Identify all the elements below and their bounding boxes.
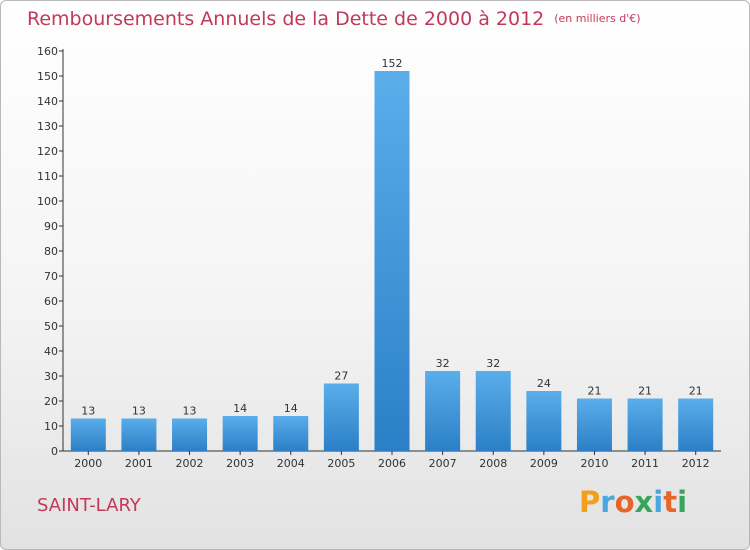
- logo-letter: P: [579, 485, 601, 519]
- chart-bars: [70, 71, 714, 451]
- x-tick-label: 2004: [277, 457, 305, 470]
- y-tick-label: 80: [44, 245, 58, 258]
- bar: [273, 416, 309, 451]
- bar-value-label: 21: [638, 385, 652, 398]
- bar: [425, 371, 461, 451]
- city-name: SAINT-LARY: [37, 495, 141, 516]
- bar: [121, 418, 157, 451]
- x-tick-label: 2007: [429, 457, 457, 470]
- chart-title: Remboursements Annuels de la Dette de 20…: [27, 8, 641, 30]
- bar: [526, 391, 562, 451]
- bar: [374, 71, 410, 451]
- x-tick-label: 2005: [327, 457, 355, 470]
- x-tick-label: 2008: [479, 457, 507, 470]
- bar-chart: 0 10 20 30 40 50 60 70 80 90 100 110 120 130 140 150 160…: [37, 45, 721, 470]
- logo-letter: i: [677, 485, 688, 519]
- y-tick-label: 110: [37, 170, 58, 183]
- bar-value-label: 27: [334, 370, 348, 383]
- x-tick-label: 2003: [226, 457, 254, 470]
- y-tick-label: 150: [37, 70, 58, 83]
- y-tick-label: 60: [44, 295, 58, 308]
- chart-title-text: Remboursements Annuels de la Dette de 20…: [27, 8, 545, 30]
- bar-value-label: 13: [183, 405, 197, 418]
- logo-letter: x: [634, 485, 654, 519]
- y-tick-label: 140: [37, 95, 58, 108]
- bar: [222, 416, 258, 451]
- bar-value-label: 24: [537, 377, 551, 390]
- logo-letter: i: [653, 485, 664, 519]
- y-tick-label: 130: [37, 120, 58, 133]
- y-tick-label: 40: [44, 345, 58, 358]
- logo-letter: r: [600, 485, 615, 519]
- bar: [172, 418, 208, 451]
- bar: [678, 398, 714, 451]
- y-tick-label: 160: [37, 45, 58, 58]
- bar-value-label: 152: [382, 57, 403, 70]
- x-tick-label: 2010: [580, 457, 608, 470]
- x-tick-label: 2002: [176, 457, 204, 470]
- x-tick-label: 2011: [631, 457, 659, 470]
- y-tick-label: 30: [44, 370, 58, 383]
- bar: [627, 398, 663, 451]
- x-tick-label: 2012: [682, 457, 710, 470]
- bar: [323, 383, 359, 451]
- x-tick-label: 2006: [378, 457, 406, 470]
- bar-value-label: 13: [132, 405, 146, 418]
- bar-value-label: 13: [81, 405, 95, 418]
- chart-subtitle: (en milliers d'€): [554, 12, 641, 25]
- bar-value-label: 14: [233, 402, 247, 415]
- bar-value-label: 21: [587, 385, 601, 398]
- x-tick-label: 2000: [74, 457, 102, 470]
- bar-value-label: 32: [436, 357, 450, 370]
- x-tick-label: 2009: [530, 457, 558, 470]
- y-tick-label: 100: [37, 195, 58, 208]
- bar: [576, 398, 612, 451]
- logo-letter: t: [663, 485, 678, 519]
- chart-labels: 2000 13 2001 13 2002 13 2003 14 2004 14 2005 27 2006…: [74, 57, 709, 470]
- y-tick-label: 70: [44, 270, 58, 283]
- x-tick-label: 2001: [125, 457, 153, 470]
- y-tick-label: 10: [44, 420, 58, 433]
- proxiti-logo: Proxiti: [579, 485, 687, 519]
- y-tick-label: 120: [37, 145, 58, 158]
- bar-value-label: 21: [689, 385, 703, 398]
- bar-value-label: 14: [284, 402, 298, 415]
- y-tick-label: 20: [44, 395, 58, 408]
- bar-value-label: 32: [486, 357, 500, 370]
- y-tick-label: 90: [44, 220, 58, 233]
- y-tick-label: 0: [51, 445, 58, 458]
- bar: [70, 418, 106, 451]
- logo-letter: o: [614, 485, 635, 519]
- bar: [475, 371, 511, 451]
- y-tick-label: 50: [44, 320, 58, 333]
